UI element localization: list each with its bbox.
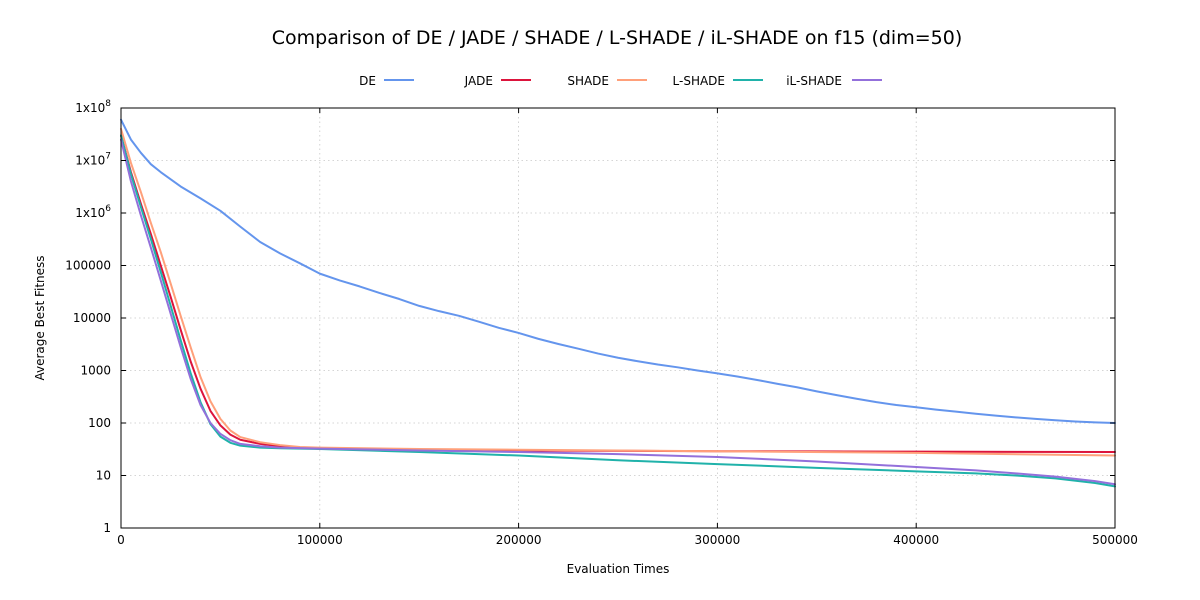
y-tick-label: 100 bbox=[88, 416, 111, 430]
x-tick-label: 400000 bbox=[893, 533, 939, 547]
y-tick-label-exponent: 6 bbox=[105, 204, 111, 214]
x-tick-label: 0 bbox=[117, 533, 125, 547]
legend-label: L-SHADE bbox=[673, 74, 725, 88]
series-line-de bbox=[120, 118, 1116, 424]
legend-item-jade: JADE bbox=[464, 74, 531, 88]
y-tick-label: 1x106 bbox=[75, 204, 111, 220]
y-tick-label: 10000 bbox=[73, 311, 111, 325]
y-tick-label-base: 1x10 bbox=[75, 101, 105, 115]
x-tick-label: 200000 bbox=[496, 533, 542, 547]
legend-label: DE bbox=[359, 74, 376, 88]
legend-item-shade: SHADE bbox=[567, 74, 647, 88]
series-line-shade bbox=[120, 127, 1116, 457]
legend-item-de: DE bbox=[359, 74, 414, 88]
y-tick-label-exponent: 7 bbox=[105, 152, 111, 162]
grid bbox=[121, 108, 1115, 528]
y-tick-label: 10 bbox=[96, 469, 111, 483]
legend-label: SHADE bbox=[567, 74, 609, 88]
y-axis-label: Average Best Fitness bbox=[33, 255, 47, 380]
x-tick-label: 500000 bbox=[1092, 533, 1138, 547]
x-axis: 0 100000 200000 300000 400000 500000 bbox=[117, 108, 1138, 547]
legend-item-il-shade: iL-SHADE bbox=[786, 74, 882, 88]
legend-label: JADE bbox=[464, 74, 493, 88]
series-line-il-shade bbox=[120, 138, 1116, 486]
legend-item-l-shade: L-SHADE bbox=[673, 74, 763, 88]
y-tick-label-exponent: 8 bbox=[105, 99, 111, 109]
y-tick-label-base: 1000 bbox=[80, 364, 111, 378]
legend: DE JADE SHADE L-SHADE iL-SHADE bbox=[359, 74, 882, 88]
x-tick-label: 100000 bbox=[297, 533, 343, 547]
legend-label: iL-SHADE bbox=[786, 74, 842, 88]
chart-title: Comparison of DE / JADE / SHADE / L-SHAD… bbox=[272, 27, 962, 49]
y-tick-label: 1 bbox=[103, 521, 111, 535]
y-tick-label-base: 10000 bbox=[73, 311, 111, 325]
series-group bbox=[120, 118, 1116, 488]
x-tick-label: 300000 bbox=[694, 533, 740, 547]
series-line-jade bbox=[120, 134, 1116, 454]
y-tick-label-base: 1x10 bbox=[75, 154, 105, 168]
y-tick-label: 100000 bbox=[65, 259, 111, 273]
y-tick-label-base: 1x10 bbox=[75, 206, 105, 220]
y-tick-label: 1x108 bbox=[75, 99, 111, 115]
x-axis-label: Evaluation Times bbox=[567, 562, 670, 576]
y-tick-label-base: 100000 bbox=[65, 259, 111, 273]
y-tick-label: 1x107 bbox=[75, 152, 111, 168]
y-tick-label-base: 1 bbox=[103, 521, 111, 535]
y-tick-label-base: 100 bbox=[88, 416, 111, 430]
y-tick-label-base: 10 bbox=[96, 469, 111, 483]
y-tick-label: 1000 bbox=[80, 364, 111, 378]
series-line-l-shade bbox=[120, 134, 1116, 488]
